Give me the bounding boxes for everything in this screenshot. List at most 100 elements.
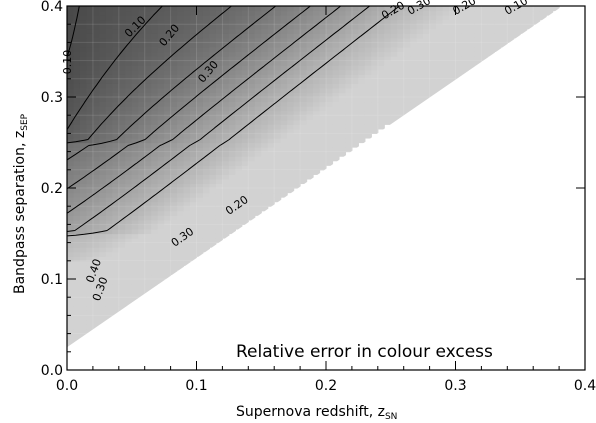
heatmap-cell: [73, 265, 81, 271]
heatmap-cell: [138, 197, 146, 203]
heatmap-cell: [73, 51, 81, 57]
heatmap-cell: [384, 83, 392, 89]
heatmap-cell: [267, 128, 275, 134]
heatmap-cell: [222, 210, 230, 216]
heatmap-cell: [513, 28, 521, 34]
heatmap-cell: [92, 147, 100, 153]
heatmap-cell: [267, 201, 275, 207]
heatmap-cell: [138, 160, 146, 166]
heatmap-cell: [449, 37, 457, 43]
heatmap-cell: [131, 169, 139, 175]
heatmap-cell: [177, 6, 185, 12]
heatmap-cell: [248, 51, 256, 57]
heatmap-cell: [86, 74, 94, 80]
heatmap-cell: [86, 51, 94, 57]
heatmap-cell: [99, 260, 107, 266]
heatmap-cell: [293, 92, 301, 98]
heatmap-cell: [79, 151, 88, 157]
heatmap-cell: [190, 97, 198, 103]
heatmap-cell: [164, 124, 172, 130]
heatmap-cell: [280, 83, 288, 89]
heatmap-cell: [183, 228, 191, 235]
heatmap-cell: [274, 142, 282, 148]
heatmap-cell: [86, 101, 94, 107]
heatmap-cell: [118, 306, 126, 312]
heatmap-cell: [99, 60, 107, 66]
heatmap-cell: [105, 283, 113, 289]
heatmap-cell: [397, 65, 405, 71]
heatmap-cell: [125, 192, 133, 198]
heatmap-cell: [274, 110, 282, 116]
heatmap-cell: [209, 51, 217, 57]
heatmap-cell: [196, 197, 204, 203]
heatmap-cell: [248, 83, 256, 89]
heatmap-cell: [248, 92, 256, 98]
heatmap-cell: [92, 215, 100, 221]
contour-line: [67, 6, 400, 237]
heatmap-cell: [280, 174, 288, 180]
heatmap-cell: [254, 115, 262, 121]
heatmap-cell: [241, 87, 249, 94]
heatmap-cell: [468, 10, 476, 16]
heatmap-cell: [118, 238, 126, 244]
heatmap-cell: [164, 219, 172, 225]
heatmap-cell: [293, 178, 301, 185]
heatmap-cell: [170, 42, 178, 48]
heatmap-cell: [144, 46, 152, 53]
heatmap-cell: [261, 46, 269, 53]
heatmap-cell: [332, 92, 340, 98]
heatmap-cell: [306, 46, 314, 53]
heatmap-cell: [67, 319, 75, 326]
heatmap-cell: [338, 124, 347, 130]
heatmap-cell: [86, 183, 94, 189]
heatmap-cell: [429, 65, 437, 71]
heatmap-cell: [351, 6, 359, 12]
heatmap-cell: [248, 37, 256, 43]
heatmap-cell: [183, 46, 191, 53]
heatmap-cell: [254, 183, 262, 189]
heatmap-cell: [300, 56, 308, 62]
heatmap-cell: [144, 156, 152, 162]
heatmap-cell: [274, 101, 282, 107]
heatmap-cell: [235, 192, 243, 198]
heatmap-cell: [280, 106, 288, 112]
heatmap-cell: [177, 119, 185, 125]
heatmap-cell: [248, 178, 256, 185]
heatmap-cell: [151, 251, 159, 257]
heatmap-cell: [125, 128, 133, 134]
contour-lines: [67, 6, 400, 237]
heatmap-cell: [222, 97, 230, 103]
heatmap-cell: [99, 315, 107, 321]
heatmap-cell: [280, 178, 288, 185]
heatmap-cell: [235, 133, 243, 139]
heatmap-cell: [196, 46, 204, 53]
heatmap-cell: [267, 147, 275, 153]
heatmap-cell: [241, 65, 249, 71]
heatmap-cell: [131, 242, 139, 248]
heatmap-cell: [332, 37, 340, 43]
heatmap-cell: [67, 310, 75, 316]
heatmap-cell: [397, 74, 405, 80]
heatmap-cell: [170, 6, 178, 12]
heatmap-cell: [423, 87, 431, 94]
heatmap-cell: [358, 28, 366, 34]
heatmap-cell: [280, 51, 288, 57]
heatmap-cell: [73, 256, 81, 262]
heatmap-cell: [92, 128, 100, 134]
heatmap-cell: [287, 97, 295, 103]
heatmap-cell: [338, 19, 347, 25]
heatmap-cell: [118, 178, 126, 185]
heatmap-cell: [338, 142, 347, 148]
heatmap-cell: [177, 233, 185, 239]
heatmap-cell: [157, 6, 165, 12]
heatmap-cell: [112, 306, 120, 312]
heatmap-cell: [384, 6, 392, 12]
heatmap-cell: [73, 319, 81, 326]
heatmap-cell: [461, 37, 470, 43]
heatmap-cell: [183, 147, 191, 153]
heatmap-cell: [99, 178, 107, 185]
heatmap-cell: [215, 69, 223, 75]
heatmap-cell: [254, 24, 262, 30]
heatmap-cell: [86, 310, 94, 316]
heatmap-cell: [287, 69, 295, 75]
